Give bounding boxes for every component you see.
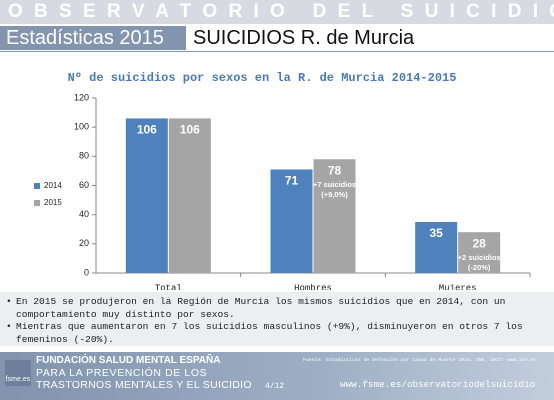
value-label: 78	[328, 163, 342, 177]
bar	[415, 221, 458, 273]
legend-swatch	[34, 183, 40, 189]
notes-box	[0, 292, 554, 346]
bar	[270, 169, 313, 273]
bar	[313, 159, 356, 273]
value-label: 35	[429, 226, 443, 240]
y-tick-label: 40	[79, 209, 89, 219]
annotation: (+9,0%)	[321, 190, 348, 199]
footer-line: TRASTORNOS MENTALES Y EL SUICIDIO	[36, 379, 252, 391]
y-tick-label: 120	[74, 92, 89, 102]
bullet: • Mientras que aumentaron en 7 los suicid…	[6, 321, 546, 346]
section: Estadísticas 2015	[6, 27, 164, 49]
footer-org: FUNDACIÓN SALUD MENTAL ESPAÑA	[36, 355, 221, 366]
chart: Nº de suicidios por sexos en la R. de Mu…	[34, 71, 531, 290]
logo: fsme.es	[5, 360, 31, 386]
url: www.fsme.es/observatoriodelsuicidio	[340, 379, 536, 390]
y-tick-label: 0	[84, 267, 89, 277]
bullet: • En 2015 se produjeron en la Región de M…	[6, 296, 546, 321]
source: Fuente: Estadísticas de Defunción por Ca…	[303, 358, 540, 363]
annotation: +2 suicidios	[458, 253, 501, 262]
value-label: 28	[472, 236, 486, 250]
annotation: (-20%)	[468, 263, 491, 272]
x-tick-label: Total	[155, 283, 182, 290]
banner: O B S E R V A T O R I O D E L S U I C I …	[8, 1, 554, 22]
y-tick-label: 100	[74, 122, 89, 132]
bar	[125, 118, 168, 274]
notes: • En 2015 se produjeron en la Región de M…	[6, 296, 546, 346]
y-tick-label: 60	[79, 180, 89, 190]
y-tick-label: 80	[79, 151, 89, 161]
legend-swatch	[34, 200, 40, 206]
subtitle: SUICIDIOS R. de Murcia	[193, 27, 415, 49]
banner-bar	[0, 0, 554, 24]
bullet-text: Mientras que aumentaron en 7 los suicidi…	[16, 321, 523, 345]
page-number: 4/12	[265, 382, 285, 391]
bar	[168, 118, 211, 274]
value-label: 71	[285, 174, 299, 188]
value-label: 106	[137, 123, 157, 137]
annotation: +7 suicidios	[313, 180, 356, 189]
chart-title: Nº de suicidios por sexos en la R. de Mu…	[68, 71, 457, 85]
bar	[458, 232, 501, 273]
footer-bar	[0, 352, 554, 400]
x-tick-label: Mujeres	[439, 283, 477, 290]
rule	[0, 51, 554, 52]
footer-line: PARA LA PREVENCIÓN DE LOS	[36, 367, 208, 379]
y-tick-label: 20	[79, 238, 89, 248]
bullet-dot: •	[6, 296, 12, 307]
bullet-text: En 2015 se produjeron en la Región de Mu…	[16, 296, 506, 320]
section-box	[0, 26, 186, 50]
x-tick-label: Hombres	[294, 283, 332, 290]
legend-label: 2014	[44, 181, 62, 190]
bullet-dot: •	[6, 321, 12, 332]
legend-label: 2015	[44, 198, 62, 207]
value-label: 106	[180, 123, 200, 137]
